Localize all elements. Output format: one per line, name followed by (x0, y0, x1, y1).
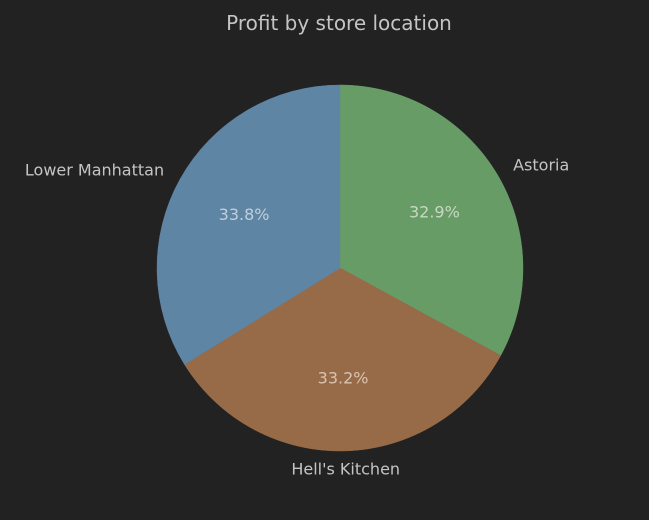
chart-title: Profit by store location (226, 11, 452, 35)
pie-labels: 32.9% Astoria 33.2% Hell's Kitchen 33.8% Lowe… (25, 156, 569, 479)
pie-slice-hell-s-kitchen (184, 267, 502, 452)
pie-slice-lower-manhattan (156, 84, 341, 365)
pie-category-label-lower-manhattan: Lower Manhattan (25, 161, 164, 180)
pie-slice-astoria (339, 84, 524, 356)
pie-slices (156, 84, 524, 452)
pie-percent-label-hell-s-kitchen: 33.2% (318, 368, 369, 387)
pie-category-label-astoria: Astoria (513, 156, 569, 175)
pie-category-label-hell-s-kitchen: Hell's Kitchen (291, 460, 400, 479)
pie-percent-label-astoria: 32.9% (409, 202, 460, 221)
pie-percent-label-lower-manhattan: 33.8% (219, 205, 270, 224)
